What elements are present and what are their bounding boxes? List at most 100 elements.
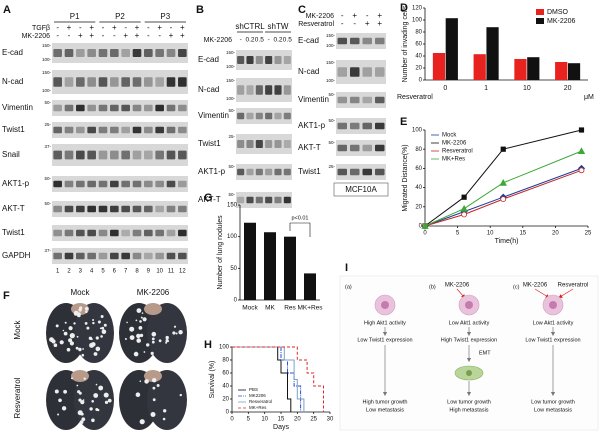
nodule bbox=[89, 342, 95, 348]
row-label: AKT1-p bbox=[298, 121, 326, 130]
series-line bbox=[232, 346, 324, 412]
lane-number: 1 bbox=[56, 269, 60, 275]
column-tag: (a) bbox=[345, 284, 352, 290]
blot-band bbox=[362, 122, 372, 130]
series-line bbox=[424, 129, 582, 227]
blot-band bbox=[178, 77, 187, 87]
lane-number: 5 bbox=[101, 269, 105, 275]
blot-band bbox=[166, 126, 176, 134]
blot-band bbox=[110, 49, 119, 57]
blot-band bbox=[178, 205, 187, 213]
panel-label: C bbox=[298, 4, 306, 16]
lung bbox=[119, 303, 159, 363]
nodule bbox=[124, 338, 127, 340]
blot-band bbox=[64, 150, 74, 160]
blot-band bbox=[362, 67, 372, 77]
blot-band bbox=[53, 180, 62, 188]
y-axis-label: Number of invading cells bbox=[402, 5, 409, 82]
nodule bbox=[165, 341, 168, 344]
nodule bbox=[79, 306, 83, 310]
step-text: Low Twist1 expression bbox=[525, 337, 580, 343]
nodule bbox=[136, 333, 141, 339]
treatment-sign: - bbox=[56, 31, 59, 40]
blot-band bbox=[121, 150, 130, 160]
row-label: Twist1 bbox=[2, 125, 25, 134]
nodule bbox=[165, 335, 169, 340]
legend-swatch bbox=[536, 18, 544, 24]
blot-strip bbox=[336, 92, 386, 108]
blot-band bbox=[274, 85, 282, 95]
row-label: Twist1 bbox=[298, 167, 321, 176]
blot-band bbox=[110, 180, 119, 188]
series-line bbox=[232, 346, 292, 412]
treatment-sign: + bbox=[169, 31, 174, 40]
y-tick-label: 100 bbox=[412, 18, 423, 24]
nodule bbox=[73, 310, 79, 316]
nodule bbox=[139, 419, 145, 425]
blot-band bbox=[375, 122, 385, 130]
blot-band bbox=[76, 150, 85, 160]
cell-line-label: MCF10A bbox=[345, 185, 377, 194]
blot-band bbox=[110, 104, 119, 112]
blot-strip bbox=[336, 33, 386, 49]
nodule bbox=[82, 348, 84, 350]
size-marker: 150- bbox=[42, 43, 52, 48]
blot-band bbox=[98, 229, 108, 237]
blot-band bbox=[132, 252, 142, 260]
group-label: shTW bbox=[268, 22, 289, 31]
nodule bbox=[79, 420, 84, 424]
treatment-sign: - bbox=[56, 23, 59, 32]
nodule bbox=[89, 407, 93, 411]
series-line bbox=[424, 150, 582, 227]
blot-band bbox=[337, 67, 347, 77]
x-tick-label: 20 bbox=[552, 231, 559, 237]
nodule bbox=[54, 389, 59, 394]
nodule bbox=[82, 399, 85, 401]
size-marker: 150- bbox=[326, 33, 336, 38]
marker bbox=[500, 196, 507, 203]
blot-band bbox=[87, 205, 96, 213]
x-tick-label: 0 bbox=[443, 85, 447, 92]
blot-band bbox=[155, 180, 164, 188]
bar bbox=[264, 232, 276, 300]
treatment-sign: + bbox=[89, 31, 94, 40]
x-tick-label: Mock bbox=[242, 305, 258, 312]
legend-label: Resveratrol bbox=[442, 149, 473, 155]
lung bbox=[119, 370, 159, 430]
nodule bbox=[167, 340, 170, 343]
bar bbox=[527, 57, 540, 80]
blot-band bbox=[76, 252, 85, 260]
blot-band bbox=[155, 205, 164, 213]
blot-band bbox=[274, 112, 282, 120]
blot-band bbox=[98, 150, 108, 160]
nodule bbox=[84, 307, 89, 311]
treatment-sign: + bbox=[112, 23, 117, 32]
blot-band bbox=[110, 252, 119, 260]
row-label: Vimentin bbox=[198, 111, 229, 120]
panel-label: H bbox=[204, 339, 212, 351]
y-tick-label: 60 bbox=[415, 166, 422, 172]
nodule bbox=[68, 326, 73, 331]
nodule bbox=[73, 322, 76, 325]
nodule bbox=[57, 413, 60, 416]
nodule bbox=[138, 326, 143, 330]
nodule bbox=[156, 384, 160, 387]
blot-band bbox=[87, 150, 96, 160]
treatment-sign: + bbox=[377, 11, 382, 20]
blot-band bbox=[350, 168, 360, 176]
size-marker: 50- bbox=[328, 118, 335, 123]
blot-band bbox=[87, 229, 96, 237]
nodule bbox=[86, 326, 90, 330]
row-label: N-cad bbox=[198, 85, 219, 94]
bar bbox=[284, 236, 296, 300]
legend-label: MK+Res bbox=[249, 405, 267, 410]
y-tick-label: 100 bbox=[227, 234, 238, 240]
nodule bbox=[95, 346, 101, 352]
nodule bbox=[92, 321, 95, 325]
blot-band bbox=[87, 104, 96, 112]
blot-band bbox=[265, 112, 273, 120]
step-text: High Twist1 expression bbox=[441, 337, 497, 343]
blot-strip bbox=[236, 134, 292, 154]
dose-label: - bbox=[240, 37, 242, 44]
nodule bbox=[93, 352, 98, 356]
